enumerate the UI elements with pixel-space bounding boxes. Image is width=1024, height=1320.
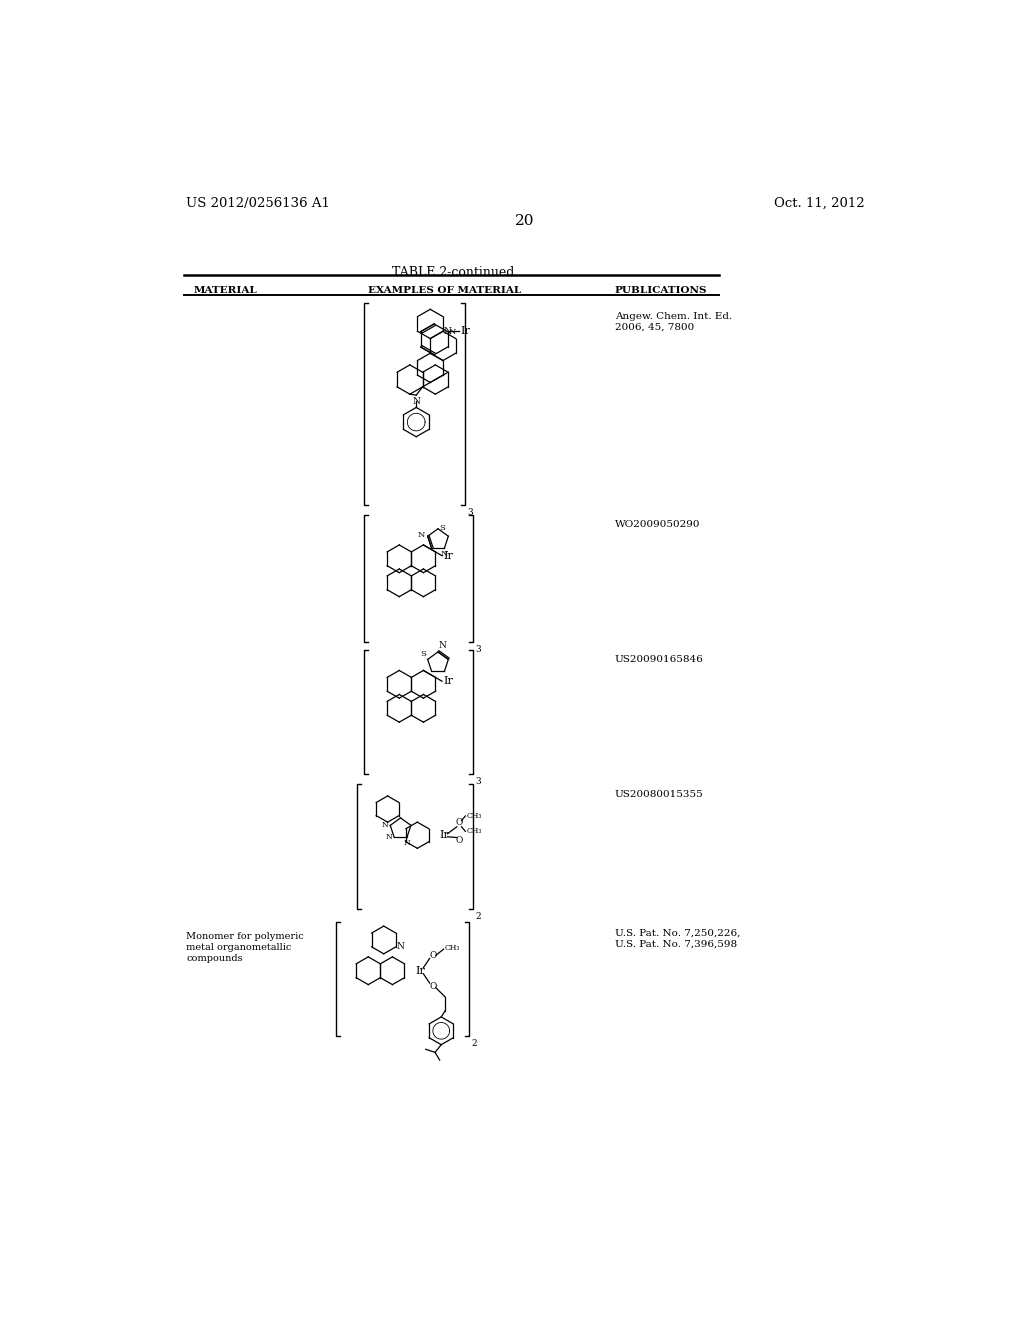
Text: O: O [456, 836, 463, 845]
Text: 20: 20 [515, 214, 535, 228]
Text: O: O [429, 950, 436, 960]
Text: U.S. Pat. No. 7,250,226,: U.S. Pat. No. 7,250,226, [614, 928, 740, 937]
Text: Angew. Chem. Int. Ed.: Angew. Chem. Int. Ed. [614, 313, 732, 321]
Text: N: N [386, 833, 392, 841]
Text: N: N [403, 840, 411, 847]
Text: N: N [396, 942, 404, 952]
Text: N: N [417, 532, 425, 540]
Text: O: O [456, 817, 463, 826]
Text: 3: 3 [467, 508, 473, 517]
Text: S: S [420, 649, 426, 657]
Text: 3: 3 [475, 645, 481, 653]
Text: US20080015355: US20080015355 [614, 789, 703, 799]
Text: TABLE 2-continued: TABLE 2-continued [392, 267, 515, 280]
Text: N: N [382, 821, 389, 829]
Text: Monomer for polymeric: Monomer for polymeric [186, 932, 304, 941]
Text: S: S [439, 524, 445, 532]
Text: Ir: Ir [416, 966, 426, 975]
Text: N: N [413, 397, 420, 407]
Text: N: N [438, 642, 446, 651]
Text: 2: 2 [475, 912, 481, 921]
Text: Ir: Ir [443, 550, 454, 561]
Text: O: O [429, 982, 436, 990]
Text: N: N [440, 550, 449, 558]
Text: U.S. Pat. No. 7,396,598: U.S. Pat. No. 7,396,598 [614, 940, 737, 948]
Text: N: N [449, 327, 456, 335]
Text: 3: 3 [475, 777, 481, 787]
Text: compounds: compounds [186, 954, 243, 962]
Text: MATERIAL: MATERIAL [194, 286, 258, 296]
Text: Ir: Ir [443, 676, 454, 686]
Text: PUBLICATIONS: PUBLICATIONS [614, 286, 708, 296]
Text: Oct. 11, 2012: Oct. 11, 2012 [773, 197, 864, 210]
Text: US20090165846: US20090165846 [614, 655, 703, 664]
Text: metal organometallic: metal organometallic [186, 942, 292, 952]
Text: CH₃: CH₃ [467, 828, 482, 836]
Text: Ir: Ir [460, 326, 470, 337]
Text: EXAMPLES OF MATERIAL: EXAMPLES OF MATERIAL [369, 286, 521, 296]
Text: 2006, 45, 7800: 2006, 45, 7800 [614, 322, 694, 331]
Text: 2: 2 [471, 1039, 477, 1048]
Text: US 2012/0256136 A1: US 2012/0256136 A1 [186, 197, 330, 210]
Text: WO2009050290: WO2009050290 [614, 520, 700, 529]
Text: N: N [443, 327, 452, 335]
Text: Ir: Ir [439, 830, 450, 841]
Text: CH₃: CH₃ [467, 812, 482, 820]
Text: CH₃: CH₃ [445, 944, 461, 952]
